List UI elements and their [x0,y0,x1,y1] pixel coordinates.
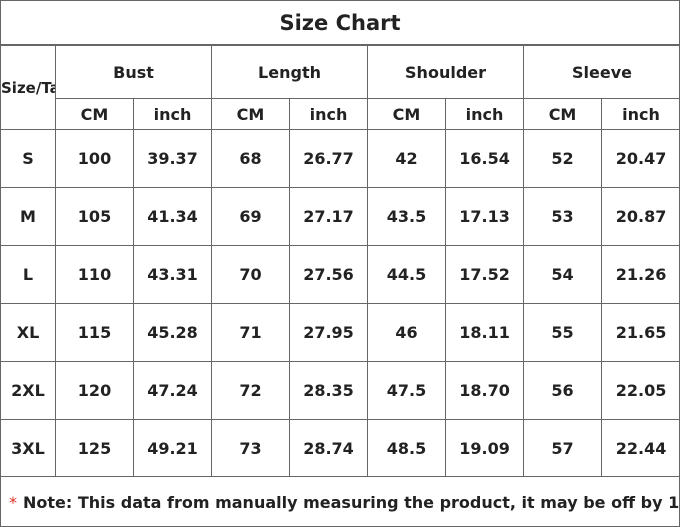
measurement: 52 [523,129,603,188]
measurement: 27.17 [289,187,369,246]
note: * Note: This data from manually measuring… [1,477,679,526]
measurement: 21.65 [601,303,679,362]
measurement: 72 [211,361,291,420]
group-header: Length [211,45,369,99]
unit-header: CM [367,98,447,130]
measurement: 45.28 [132,303,213,362]
measurement: 105 [55,187,134,246]
measurement: 27.95 [289,303,369,362]
measurement: 46 [367,303,447,362]
size-label: L [1,245,56,304]
measurement: 41.34 [132,187,213,246]
size-table: Size/Ta Bust Length Shoulder Sleeve CM inch CM i… [1,45,679,477]
note-marker: * [9,493,17,512]
unit-header: inch [289,98,369,130]
measurement: 56 [523,361,603,420]
size-label: XL [1,303,56,362]
measurement: 49.21 [132,419,213,477]
measurement: 17.52 [445,245,525,304]
group-header: Sleeve [523,45,679,99]
measurement: 53 [523,187,603,246]
size-label: 3XL [1,419,56,477]
measurement: 68 [211,129,291,188]
measurement: 54 [523,245,603,304]
measurement: 47.24 [132,361,213,420]
table-row: 3XL 125 49.21 73 28.74 48.5 19.09 57 22.44 [1,419,679,477]
measurement: 70 [211,245,291,304]
size-label: 2XL [1,361,56,420]
unit-header: inch [132,98,213,130]
measurement: 42 [367,129,447,188]
measurement: 19.09 [445,419,525,477]
measurement: 27.56 [289,245,369,304]
unit-header: CM [55,98,134,130]
measurement: 18.70 [445,361,525,420]
table-row: 2XL 120 47.24 72 28.35 47.5 18.70 56 22.05 [1,361,679,420]
measurement: 120 [55,361,134,420]
table-row: L 110 43.31 70 27.56 44.5 17.52 54 21.26 [1,245,679,304]
measurement: 43.31 [132,245,213,304]
unit-header: inch [445,98,525,130]
measurement: 28.74 [289,419,369,477]
table-row: Size/Ta Bust Length Shoulder Sleeve [1,45,679,130]
size-label: M [1,187,56,246]
measurement: 22.05 [601,361,679,420]
unit-header: CM [523,98,603,130]
table-row: S 100 39.37 68 26.77 42 16.54 52 20.47 [1,129,679,188]
measurement: 21.26 [601,245,679,304]
measurement: 17.13 [445,187,525,246]
measurement: 115 [55,303,134,362]
measurement: 26.77 [289,129,369,188]
measurement: 69 [211,187,291,246]
measurement: 73 [211,419,291,477]
measurement: 125 [55,419,134,477]
measurement: 57 [523,419,603,477]
measurement: 20.47 [601,129,679,188]
title: Size Chart [1,1,679,45]
table-row: CM inch CM inch CM inch CM inch [1,98,679,130]
measurement: 22.44 [601,419,679,477]
note-text: Note: This data from manually measuring … [23,493,679,512]
group-header: Shoulder [367,45,525,99]
unit-header: CM [211,98,291,130]
unit-header: inch [601,98,679,130]
measurement: 43.5 [367,187,447,246]
measurement: 39.37 [132,129,213,188]
measurement: 71 [211,303,291,362]
table-row: XL 115 45.28 71 27.95 46 18.11 55 21.65 [1,303,679,362]
measurement: 28.35 [289,361,369,420]
measurement: 18.11 [445,303,525,362]
size-label: S [1,129,56,188]
measurement: 44.5 [367,245,447,304]
measurement: 55 [523,303,603,362]
measurement: 48.5 [367,419,447,477]
corner-header: Size/Ta [1,45,56,130]
measurement: 20.87 [601,187,679,246]
measurement: 47.5 [367,361,447,420]
measurement: 110 [55,245,134,304]
group-header: Bust [54,45,213,99]
measurement: 16.54 [445,129,525,188]
table-row: M 105 41.34 69 27.17 43.5 17.13 53 20.87 [1,187,679,246]
measurement: 100 [55,129,134,188]
